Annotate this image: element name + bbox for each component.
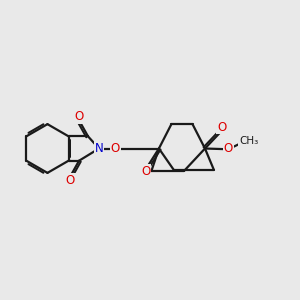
Text: O: O bbox=[224, 142, 233, 155]
Text: CH₃: CH₃ bbox=[239, 136, 258, 146]
Text: O: O bbox=[65, 174, 75, 187]
Text: O: O bbox=[217, 121, 226, 134]
Text: O: O bbox=[141, 165, 151, 178]
Text: O: O bbox=[74, 110, 84, 123]
Text: N: N bbox=[94, 142, 103, 155]
Text: O: O bbox=[111, 142, 120, 155]
